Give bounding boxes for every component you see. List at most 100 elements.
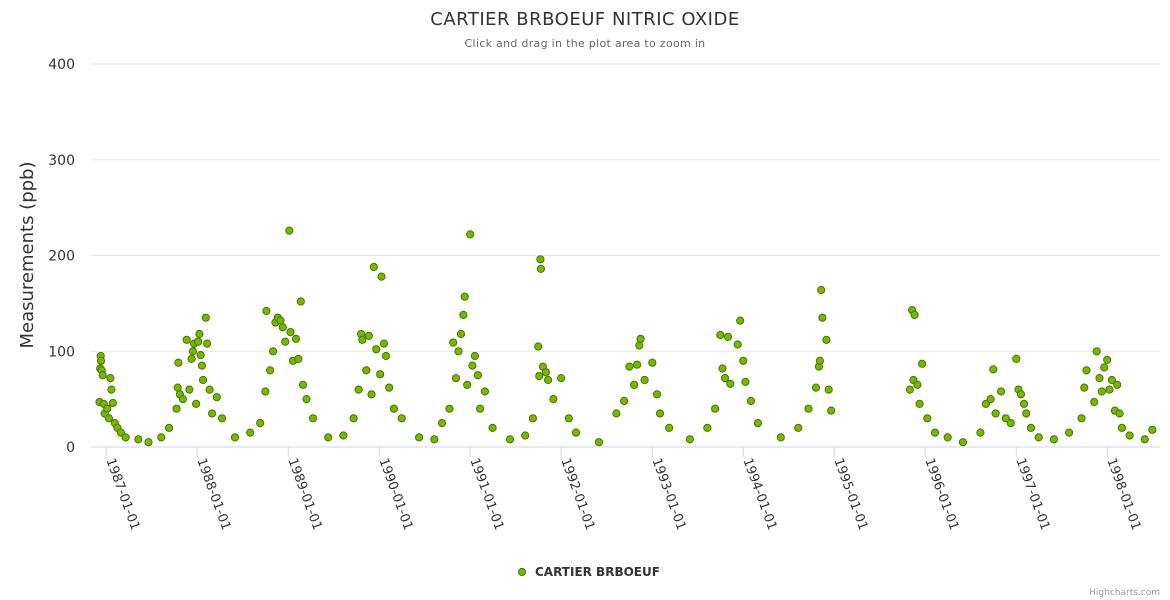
data-point[interactable] (157, 433, 166, 442)
data-point[interactable] (108, 398, 118, 408)
data-point[interactable] (1113, 380, 1122, 389)
data-point[interactable] (415, 433, 424, 442)
data-point[interactable] (397, 414, 406, 423)
data-point[interactable] (753, 419, 763, 428)
data-point[interactable] (505, 435, 515, 444)
data-point[interactable] (1095, 374, 1104, 383)
data-point[interactable] (733, 340, 742, 349)
data-point[interactable] (635, 341, 644, 350)
data-point[interactable] (201, 313, 210, 322)
data-point[interactable] (480, 387, 489, 396)
data-point[interactable] (468, 361, 477, 370)
data-point[interactable] (262, 306, 271, 316)
data-point[interactable] (358, 335, 367, 344)
data-point[interactable] (187, 354, 196, 363)
data-point[interactable] (1012, 354, 1021, 363)
data-point[interactable] (103, 404, 112, 413)
data-point[interactable] (685, 435, 695, 444)
data-point[interactable] (121, 433, 130, 442)
data-point[interactable] (918, 359, 927, 368)
data-point[interactable] (827, 406, 836, 415)
data-point[interactable] (349, 414, 358, 423)
data-point[interactable] (389, 404, 398, 413)
data-point[interactable] (544, 375, 553, 385)
data-point[interactable] (98, 371, 107, 380)
data-point[interactable] (294, 354, 303, 363)
data-point[interactable] (726, 379, 735, 388)
data-point[interactable] (915, 399, 924, 408)
data-point[interactable] (1097, 387, 1106, 396)
data-point[interactable] (1049, 435, 1059, 444)
data-point[interactable] (1016, 390, 1026, 399)
data-point[interactable] (298, 380, 308, 389)
data-point[interactable] (194, 337, 203, 346)
data-point[interactable] (208, 409, 217, 418)
legend[interactable]: CARTIER BRBOEUF (517, 565, 660, 579)
scatter-series[interactable] (95, 226, 1157, 447)
data-point[interactable] (1090, 397, 1099, 407)
data-point[interactable] (976, 428, 985, 437)
data-point[interactable] (217, 414, 227, 423)
data-point[interactable] (1107, 375, 1117, 385)
data-point[interactable] (549, 395, 558, 404)
data-point[interactable] (205, 385, 214, 394)
data-point[interactable] (741, 377, 750, 386)
data-point[interactable] (817, 285, 826, 295)
data-point[interactable] (822, 335, 831, 344)
data-point[interactable] (913, 380, 922, 389)
data-point[interactable] (536, 264, 546, 273)
data-point[interactable] (188, 347, 197, 356)
data-point[interactable] (815, 356, 825, 365)
data-point[interactable] (385, 383, 394, 392)
data-point[interactable] (1077, 414, 1086, 423)
data-point[interactable] (197, 361, 206, 370)
data-point[interactable] (291, 334, 301, 343)
data-point[interactable] (430, 435, 439, 444)
data-point[interactable] (620, 396, 629, 406)
data-point[interactable] (185, 385, 194, 394)
data-point[interactable] (454, 347, 463, 356)
data-point[interactable] (534, 342, 543, 351)
data-point[interactable] (521, 431, 530, 440)
data-point[interactable] (1082, 366, 1091, 375)
data-point[interactable] (910, 310, 919, 319)
data-point[interactable] (106, 374, 115, 383)
data-point[interactable] (364, 331, 373, 340)
data-point[interactable] (199, 375, 208, 385)
data-point[interactable] (203, 339, 212, 348)
data-point[interactable] (718, 364, 727, 373)
data-point[interactable] (1100, 363, 1109, 372)
data-point[interactable] (1019, 399, 1029, 408)
data-point[interactable] (541, 368, 551, 377)
data-point[interactable] (739, 356, 748, 365)
data-point[interactable] (1006, 419, 1015, 428)
data-point[interactable] (633, 360, 642, 369)
data-point[interactable] (296, 297, 305, 306)
data-point[interactable] (164, 423, 174, 432)
data-point[interactable] (379, 339, 389, 348)
data-point[interactable] (905, 385, 915, 394)
data-point[interactable] (104, 414, 114, 423)
data-point[interactable] (989, 365, 998, 374)
data-point[interactable] (256, 419, 265, 428)
data-point[interactable] (285, 226, 294, 235)
data-point[interactable] (640, 375, 649, 385)
data-point[interactable] (1105, 385, 1114, 394)
data-point[interactable] (449, 338, 458, 347)
data-point[interactable] (720, 374, 730, 383)
data-point[interactable] (476, 404, 485, 413)
data-point[interactable] (648, 358, 657, 367)
data-point[interactable] (470, 351, 479, 361)
data-point[interactable] (818, 313, 827, 322)
data-point[interactable] (339, 431, 348, 440)
data-point[interactable] (456, 329, 466, 339)
data-point[interactable] (794, 423, 803, 432)
data-point[interactable] (354, 385, 363, 394)
data-point[interactable] (991, 409, 1000, 418)
data-point[interactable] (445, 404, 454, 413)
data-point[interactable] (96, 356, 106, 365)
data-point[interactable] (557, 374, 566, 383)
data-point[interactable] (535, 372, 544, 381)
data-point[interactable] (625, 362, 634, 371)
